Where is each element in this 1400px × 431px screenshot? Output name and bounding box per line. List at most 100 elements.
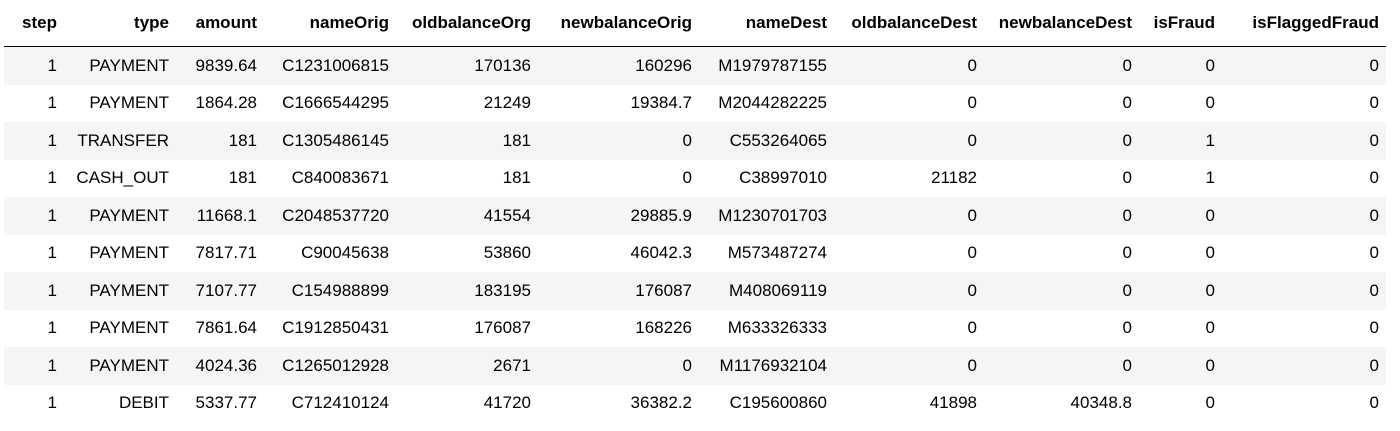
column-header-oldbalancedest: oldbalanceDest bbox=[834, 0, 984, 47]
cell-type: TRANSFER bbox=[64, 122, 176, 160]
cell-step: 1 bbox=[4, 122, 64, 160]
cell-newbalancedest: 0 bbox=[984, 309, 1139, 347]
column-header-amount: amount bbox=[176, 0, 264, 47]
cell-oldbalancedest: 0 bbox=[834, 84, 984, 122]
cell-namedest: C553264065 bbox=[699, 122, 834, 160]
cell-isflaggedfraud: 0 bbox=[1222, 159, 1386, 197]
cell-oldbalancedest: 41898 bbox=[834, 384, 984, 422]
cell-isflaggedfraud: 0 bbox=[1222, 272, 1386, 310]
cell-oldbalanceorg: 170136 bbox=[396, 46, 538, 85]
cell-type: CASH_OUT bbox=[64, 159, 176, 197]
cell-oldbalanceorg: 21249 bbox=[396, 84, 538, 122]
cell-nameorig: C154988899 bbox=[264, 272, 396, 310]
cell-oldbalanceorg: 183195 bbox=[396, 272, 538, 310]
cell-isfraud: 0 bbox=[1139, 197, 1222, 235]
table-row: 1 TRANSFER 181 C1305486145 181 0 C553264065 0 0 1… bbox=[4, 122, 1386, 160]
cell-isflaggedfraud: 0 bbox=[1222, 197, 1386, 235]
cell-step: 1 bbox=[4, 347, 64, 385]
cell-isflaggedfraud: 0 bbox=[1222, 347, 1386, 385]
cell-nameorig: C1231006815 bbox=[264, 46, 396, 85]
header-row: step type amount nameOrig oldbalanceOrg … bbox=[4, 0, 1386, 47]
cell-newbalanceorig: 46042.3 bbox=[538, 234, 699, 272]
cell-amount: 1864.28 bbox=[176, 84, 264, 122]
cell-newbalanceorig: 0 bbox=[538, 159, 699, 197]
cell-oldbalanceorg: 176087 bbox=[396, 309, 538, 347]
cell-nameorig: C1265012928 bbox=[264, 347, 396, 385]
cell-oldbalanceorg: 181 bbox=[396, 159, 538, 197]
cell-isfraud: 0 bbox=[1139, 234, 1222, 272]
cell-oldbalancedest: 0 bbox=[834, 309, 984, 347]
cell-namedest: M1979787155 bbox=[699, 46, 834, 85]
cell-oldbalanceorg: 181 bbox=[396, 122, 538, 160]
table-row: 1 PAYMENT 7107.77 C154988899 183195 176087 M40… bbox=[4, 272, 1386, 310]
cell-step: 1 bbox=[4, 309, 64, 347]
cell-newbalanceorig: 0 bbox=[538, 347, 699, 385]
cell-isfraud: 0 bbox=[1139, 384, 1222, 422]
cell-step: 1 bbox=[4, 272, 64, 310]
cell-isfraud: 0 bbox=[1139, 272, 1222, 310]
cell-nameorig: C2048537720 bbox=[264, 197, 396, 235]
column-header-newbalancedest: newbalanceDest bbox=[984, 0, 1139, 47]
cell-newbalanceorig: 19384.7 bbox=[538, 84, 699, 122]
cell-isflaggedfraud: 0 bbox=[1222, 234, 1386, 272]
cell-nameorig: C1305486145 bbox=[264, 122, 396, 160]
cell-oldbalancedest: 0 bbox=[834, 234, 984, 272]
cell-newbalancedest: 0 bbox=[984, 159, 1139, 197]
cell-oldbalanceorg: 53860 bbox=[396, 234, 538, 272]
cell-type: PAYMENT bbox=[64, 197, 176, 235]
cell-oldbalancedest: 0 bbox=[834, 272, 984, 310]
cell-amount: 181 bbox=[176, 159, 264, 197]
column-header-newbalanceorig: newbalanceOrig bbox=[538, 0, 699, 47]
cell-newbalancedest: 40348.8 bbox=[984, 384, 1139, 422]
cell-newbalancedest: 0 bbox=[984, 272, 1139, 310]
cell-amount: 7107.77 bbox=[176, 272, 264, 310]
cell-type: PAYMENT bbox=[64, 272, 176, 310]
column-header-nameorig: nameOrig bbox=[264, 0, 396, 47]
cell-isfraud: 0 bbox=[1139, 347, 1222, 385]
cell-newbalanceorig: 0 bbox=[538, 122, 699, 160]
cell-isflaggedfraud: 0 bbox=[1222, 384, 1386, 422]
cell-namedest: M1176932104 bbox=[699, 347, 834, 385]
cell-type: DEBIT bbox=[64, 384, 176, 422]
cell-amount: 7817.71 bbox=[176, 234, 264, 272]
column-header-type: type bbox=[64, 0, 176, 47]
table-row: 1 PAYMENT 1864.28 C1666544295 21249 19384.7 M2… bbox=[4, 84, 1386, 122]
cell-isfraud: 1 bbox=[1139, 159, 1222, 197]
cell-type: PAYMENT bbox=[64, 234, 176, 272]
cell-newbalancedest: 0 bbox=[984, 46, 1139, 85]
cell-oldbalancedest: 21182 bbox=[834, 159, 984, 197]
table-row: 1 PAYMENT 11668.1 C2048537720 41554 29885.9 M1… bbox=[4, 197, 1386, 235]
cell-oldbalanceorg: 41554 bbox=[396, 197, 538, 235]
cell-isflaggedfraud: 0 bbox=[1222, 122, 1386, 160]
cell-isfraud: 0 bbox=[1139, 46, 1222, 85]
cell-namedest: M2044282225 bbox=[699, 84, 834, 122]
cell-isfraud: 0 bbox=[1139, 309, 1222, 347]
cell-newbalancedest: 0 bbox=[984, 234, 1139, 272]
cell-step: 1 bbox=[4, 197, 64, 235]
cell-newbalanceorig: 160296 bbox=[538, 46, 699, 85]
dataframe-output: step type amount nameOrig oldbalanceOrg … bbox=[4, 0, 1386, 422]
cell-step: 1 bbox=[4, 234, 64, 272]
column-header-step: step bbox=[4, 0, 64, 47]
cell-step: 1 bbox=[4, 84, 64, 122]
cell-oldbalanceorg: 41720 bbox=[396, 384, 538, 422]
cell-namedest: C38997010 bbox=[699, 159, 834, 197]
cell-isfraud: 0 bbox=[1139, 84, 1222, 122]
cell-newbalanceorig: 36382.2 bbox=[538, 384, 699, 422]
cell-type: PAYMENT bbox=[64, 46, 176, 85]
column-header-namedest: nameDest bbox=[699, 0, 834, 47]
cell-newbalanceorig: 29885.9 bbox=[538, 197, 699, 235]
cell-amount: 5337.77 bbox=[176, 384, 264, 422]
cell-step: 1 bbox=[4, 384, 64, 422]
cell-isflaggedfraud: 0 bbox=[1222, 46, 1386, 85]
cell-nameorig: C840083671 bbox=[264, 159, 396, 197]
cell-newbalancedest: 0 bbox=[984, 197, 1139, 235]
column-header-isflaggedfraud: isFlaggedFraud bbox=[1222, 0, 1386, 47]
cell-oldbalancedest: 0 bbox=[834, 46, 984, 85]
cell-namedest: M573487274 bbox=[699, 234, 834, 272]
cell-step: 1 bbox=[4, 46, 64, 85]
table-row: 1 CASH_OUT 181 C840083671 181 0 C38997010 21182… bbox=[4, 159, 1386, 197]
cell-nameorig: C1666544295 bbox=[264, 84, 396, 122]
table-row: 1 PAYMENT 7817.71 C90045638 53860 46042.3 M573… bbox=[4, 234, 1386, 272]
cell-isflaggedfraud: 0 bbox=[1222, 309, 1386, 347]
